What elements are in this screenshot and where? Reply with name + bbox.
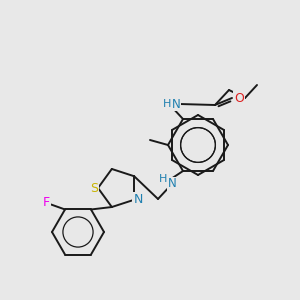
- Text: S: S: [90, 182, 98, 194]
- Text: O: O: [234, 92, 244, 104]
- Text: N: N: [168, 178, 176, 190]
- Text: F: F: [42, 196, 50, 209]
- Text: N: N: [172, 98, 180, 110]
- Text: H: H: [159, 174, 167, 184]
- Text: H: H: [163, 99, 171, 109]
- Text: N: N: [134, 193, 143, 206]
